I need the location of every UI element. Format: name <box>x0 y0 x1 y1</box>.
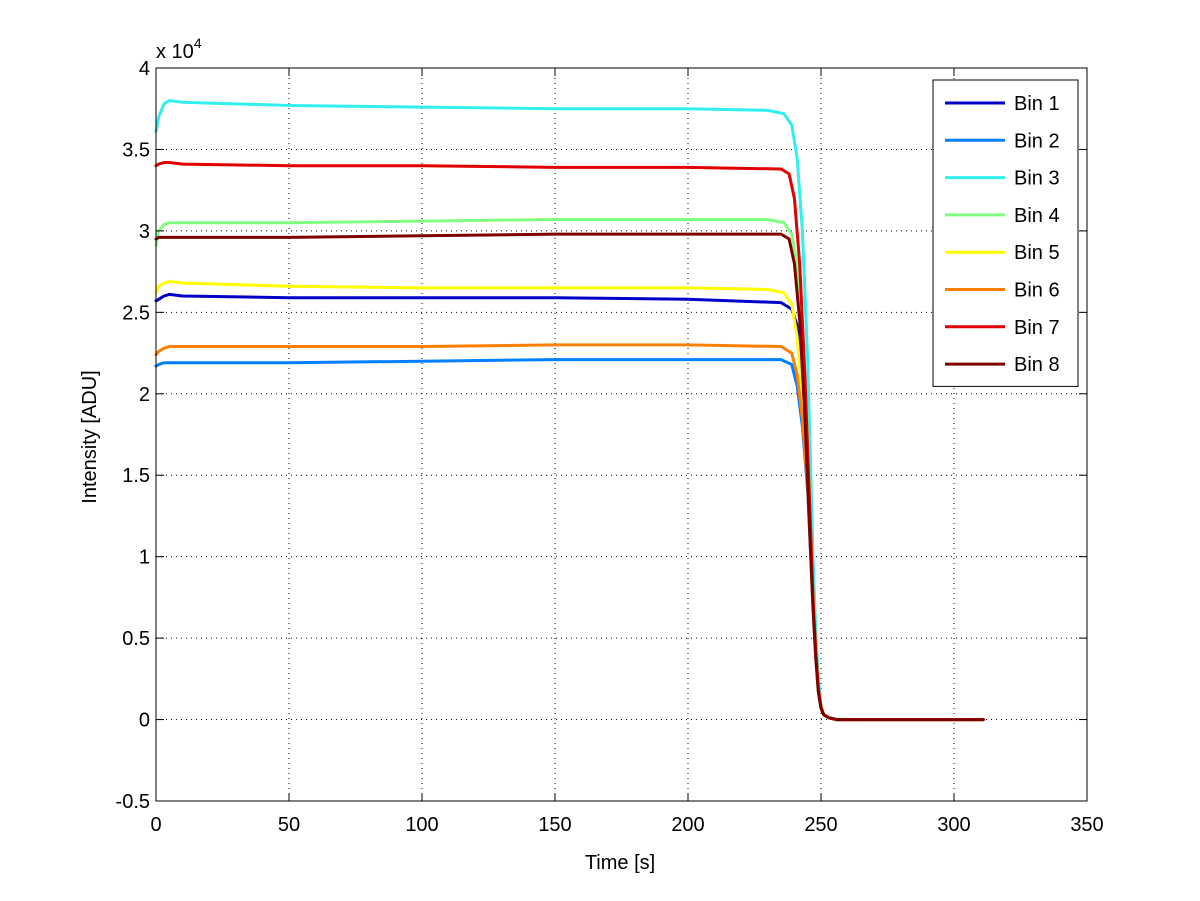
y-tick-label: 0 <box>139 710 150 732</box>
y-tick-label: -0.5 <box>116 791 150 813</box>
y-tick-labels: -0.5 0 0.5 1 1.5 2 2.5 3 3.5 4 <box>116 58 150 813</box>
x-axis-title: Time [s] <box>585 852 655 874</box>
y-tick-label: 1.5 <box>122 465 150 487</box>
legend-label: Bin 5 <box>1014 242 1060 264</box>
series-line-bin-2 <box>154 358 985 722</box>
legend: Bin 1 Bin 2 Bin 3 Bin 4 Bin 5 Bin 6 Bin 7 Bin 8 <box>932 79 1079 387</box>
x-tick-label: 200 <box>671 814 704 836</box>
series-line-bin-8 <box>154 232 985 722</box>
legend-label: Bin 8 <box>1014 354 1060 376</box>
x-tick-label: 250 <box>804 814 837 836</box>
series-line-bin-4 <box>154 218 985 722</box>
series-line-bin-7 <box>154 161 985 722</box>
y-tick-label: 1 <box>139 547 150 569</box>
y-tick-label: 4 <box>139 58 150 80</box>
axis-ticks <box>155 67 1088 802</box>
legend-box <box>932 79 1079 387</box>
x-tick-labels: 0 50 100 150 200 250 300 350 <box>150 814 1103 836</box>
y-tick-label: 0.5 <box>122 628 150 650</box>
legend-label: Bin 7 <box>1014 317 1060 339</box>
x-tick-label: 300 <box>937 814 970 836</box>
y-multiplier-label: x 104 <box>156 35 202 63</box>
y-multiplier-exponent: 4 <box>194 35 202 51</box>
x-tick-label: 0 <box>150 814 161 836</box>
series-lines <box>154 99 985 722</box>
y-tick-label: 2 <box>139 384 150 406</box>
legend-label: Bin 4 <box>1014 205 1060 227</box>
y-tick-label: 2.5 <box>122 302 150 324</box>
x-tick-label: 150 <box>538 814 571 836</box>
legend-label: Bin 3 <box>1014 168 1060 190</box>
x-tick-label: 100 <box>405 814 438 836</box>
series-line-bin-6 <box>154 343 985 722</box>
series-line-bin-3 <box>154 99 985 722</box>
legend-label: Bin 1 <box>1014 93 1060 115</box>
x-tick-label: 50 <box>278 814 300 836</box>
legend-label: Bin 6 <box>1014 280 1060 302</box>
plot-frame <box>155 67 1088 802</box>
y-tick-label: 3 <box>139 221 150 243</box>
y-tick-label: 3.5 <box>122 139 150 161</box>
y-axis-title: Intensity [ADU] <box>79 370 101 503</box>
x-tick-label: 350 <box>1070 814 1103 836</box>
legend-label: Bin 2 <box>1014 130 1060 152</box>
